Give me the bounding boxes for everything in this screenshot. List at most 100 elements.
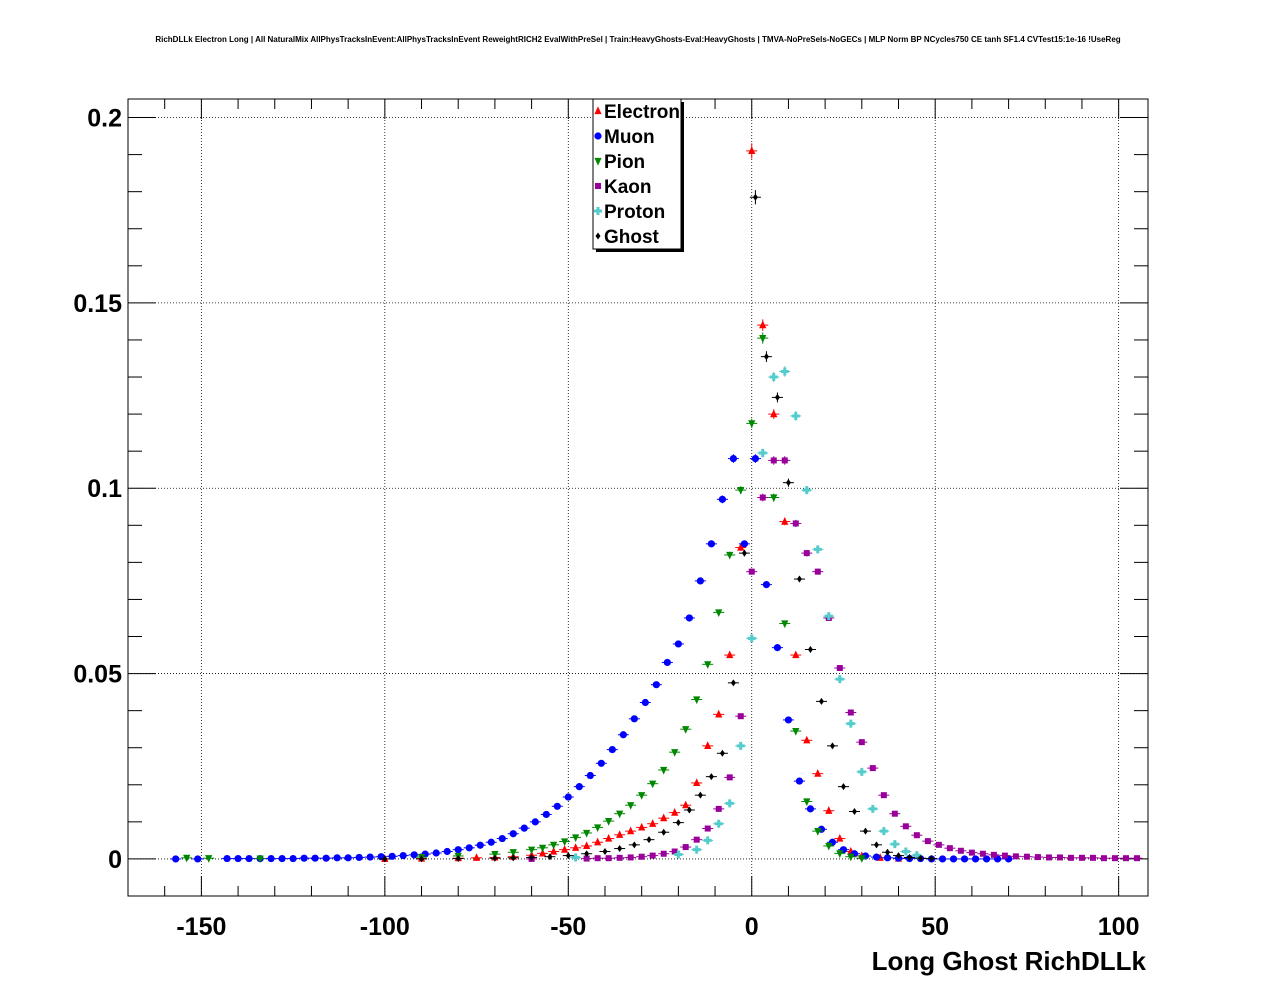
muon-point <box>432 849 440 857</box>
proton-point <box>879 827 888 836</box>
ghost-point <box>661 828 667 836</box>
kaon-point <box>1034 854 1041 861</box>
legend-label-kaon: Kaon <box>604 177 652 198</box>
y-tick-label: 0.05 <box>73 661 122 689</box>
ghost-point <box>763 353 769 361</box>
legend-label-electron: Electron <box>604 102 680 123</box>
pion-point <box>605 818 613 826</box>
muon-point <box>619 731 627 739</box>
ghost-point <box>785 479 791 487</box>
x-axis-label: Long Ghost RichDLLk <box>872 946 1147 976</box>
electron-point <box>737 542 745 551</box>
muon-point <box>245 854 253 863</box>
pion-point <box>572 834 580 843</box>
ghost-point <box>529 853 535 861</box>
ghost-point <box>602 848 608 856</box>
kaon-series <box>526 456 1143 862</box>
muon-point <box>289 854 297 863</box>
kaon-point <box>1078 854 1085 861</box>
kaon-point <box>726 774 733 781</box>
electron-point <box>649 819 657 827</box>
muon-point <box>454 846 462 854</box>
muon-point <box>388 852 396 860</box>
ghost-point <box>752 193 758 201</box>
kaon-point <box>1111 855 1118 862</box>
grid-lines <box>128 99 1148 896</box>
y-tick-label: 0 <box>108 846 122 874</box>
proton-point <box>692 845 701 854</box>
kaon-point <box>913 832 920 839</box>
electron-point <box>825 806 833 814</box>
kaon-point <box>583 855 590 862</box>
electron-point <box>759 320 767 329</box>
muon-point <box>806 805 815 813</box>
legend-box <box>592 98 682 250</box>
muon-point <box>278 854 286 863</box>
muon-point <box>674 640 682 648</box>
electron-point <box>583 841 591 850</box>
electron-point <box>671 807 679 816</box>
kaon-point <box>1045 854 1052 861</box>
muon-point <box>751 454 760 463</box>
x-tick-label: -50 <box>550 913 586 941</box>
pion-point <box>509 849 517 857</box>
pion-series <box>181 332 868 864</box>
legend-label-proton: Proton <box>604 202 665 223</box>
chart-title: RichDLLk Electron Long | All NaturalMix … <box>155 35 1120 44</box>
pion-point <box>638 792 646 800</box>
kaon-point <box>869 765 876 772</box>
legend-marker-pion <box>594 157 602 166</box>
proton-point <box>802 486 811 495</box>
muon-point <box>465 844 473 852</box>
muon-point <box>322 854 330 862</box>
ghost-point <box>907 853 913 861</box>
electron-point <box>836 833 844 842</box>
proton-point <box>725 799 734 808</box>
ghost-point <box>686 806 692 814</box>
kaon-point <box>957 847 964 854</box>
ghost-point <box>492 854 498 862</box>
muon-point <box>399 851 407 860</box>
kaon-point <box>891 810 898 817</box>
muon-point <box>172 855 180 863</box>
ghost-point <box>774 393 780 401</box>
ghost-point <box>708 773 714 781</box>
muon-point <box>960 855 969 863</box>
kaon-point <box>924 838 931 845</box>
muon-point <box>872 853 881 861</box>
ghost-point <box>419 855 425 863</box>
electron-point <box>594 837 602 846</box>
muon-point <box>652 681 660 689</box>
ghost-point <box>631 841 637 849</box>
proton-point <box>747 634 756 643</box>
legend-marker-ghost <box>595 232 601 240</box>
kaon-point <box>847 709 854 716</box>
kaon-point <box>1122 855 1129 862</box>
muon-point <box>267 854 275 863</box>
ghost-point <box>862 827 868 835</box>
kaon-point <box>858 739 865 746</box>
ghost-point <box>851 807 857 815</box>
kaon-point <box>836 665 843 672</box>
kaon-point <box>594 855 601 862</box>
muon-point <box>795 777 804 785</box>
proton-point <box>571 853 580 862</box>
kaon-point <box>803 550 810 557</box>
pion-point <box>803 798 811 807</box>
electron-point <box>472 853 481 861</box>
pion-point <box>561 838 569 847</box>
pion-point <box>693 696 701 705</box>
data-markers <box>170 143 1143 864</box>
kaon-point <box>748 568 755 575</box>
electron-point <box>715 709 723 718</box>
y-tick-label: 0.1 <box>87 475 122 503</box>
kaon-point <box>693 836 700 843</box>
pion-point <box>660 766 668 775</box>
ghost-point <box>730 679 736 687</box>
muon-point <box>740 540 749 548</box>
ghost-point <box>584 850 590 858</box>
kaon-point <box>1067 854 1074 861</box>
pion-point <box>847 853 855 862</box>
pion-point <box>748 420 756 428</box>
muon-point <box>311 854 319 862</box>
